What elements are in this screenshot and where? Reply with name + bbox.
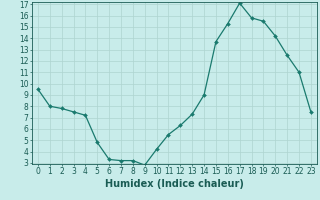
X-axis label: Humidex (Indice chaleur): Humidex (Indice chaleur) — [105, 179, 244, 189]
